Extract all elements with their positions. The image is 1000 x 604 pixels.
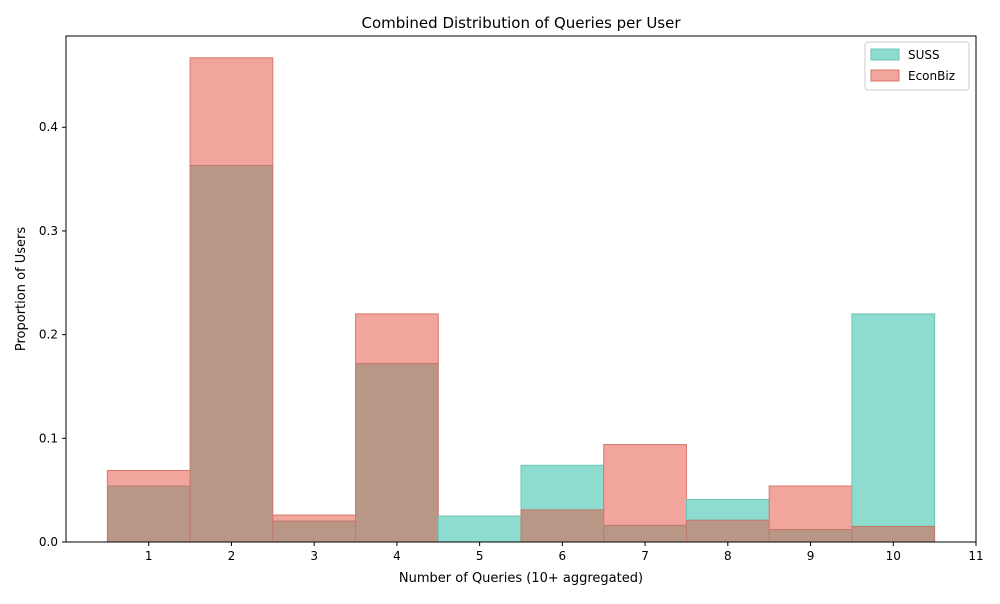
bar-econbiz-2 [189, 57, 274, 167]
x-tick-label: 2 [228, 549, 236, 563]
x-tick-label: 8 [724, 549, 732, 563]
bar-econbiz-9 [768, 485, 853, 531]
y-tick-label: 0.2 [39, 328, 58, 342]
y-axis-label: Proportion of Users [14, 227, 29, 352]
bar-overlap-9 [768, 529, 853, 543]
bar-overlap-2 [189, 165, 274, 543]
bar-econbiz-7 [603, 444, 687, 526]
bar-suss-5 [437, 515, 522, 543]
x-tick-label: 6 [559, 549, 567, 563]
legend-swatch-suss [870, 48, 900, 61]
y-tick-label: 0.4 [39, 120, 58, 134]
x-tick-label: 1 [145, 549, 153, 563]
legend-label-suss: SUSS [908, 48, 940, 62]
bar-overlap-10 [851, 525, 936, 543]
plot-frame [65, 35, 977, 543]
chart-title: Combined Distribution of Queries per Use… [361, 14, 681, 32]
y-tick-label: 0.1 [39, 431, 58, 445]
y-tick-label: 0.0 [39, 535, 58, 549]
bar-suss-10 [851, 313, 936, 527]
bar-suss-6 [520, 464, 605, 511]
x-tick-label: 3 [310, 549, 318, 563]
x-axis-label: Number of Queries (10+ aggregated) [399, 571, 643, 586]
bar-overlap-7 [603, 524, 687, 543]
bar-econbiz-1 [106, 469, 191, 487]
x-tick-label: 11 [968, 549, 983, 563]
x-tick-label: 10 [886, 549, 901, 563]
bar-overlap-1 [106, 485, 191, 543]
bar-overlap-6 [520, 509, 605, 543]
x-tick-label: 4 [393, 549, 401, 563]
legend: SUSS EconBiz [864, 41, 970, 91]
bars-layer [106, 57, 936, 543]
y-tick-label: 0.3 [39, 224, 58, 238]
bar-suss-8 [685, 498, 770, 521]
bar-overlap-4 [355, 363, 439, 543]
bar-econbiz-4 [355, 313, 439, 365]
x-tick-label: 7 [641, 549, 649, 563]
legend-swatch-econbiz [870, 69, 900, 82]
bar-econbiz-3 [272, 514, 357, 522]
axes-layer: 1 2 3 4 5 6 7 8 9 10 11 0.0 0.1 0.2 0.3 0.4 [39, 35, 984, 563]
legend-label-econbiz: EconBiz [908, 69, 955, 83]
bar-overlap-8 [685, 519, 770, 543]
x-tick-label: 5 [476, 549, 484, 563]
bar-overlap-3 [272, 520, 357, 543]
x-tick-label: 9 [807, 549, 815, 563]
